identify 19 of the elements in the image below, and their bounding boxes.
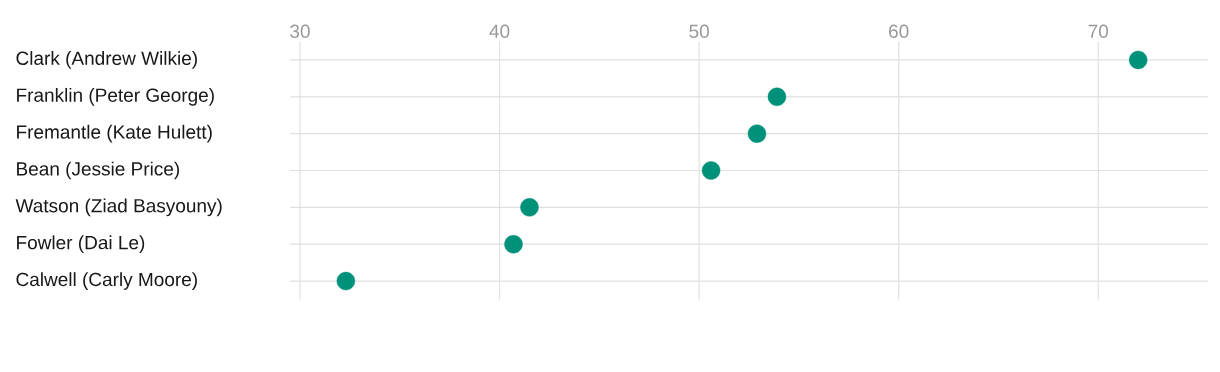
- x-tick-label: 40: [489, 24, 510, 38]
- point: [747, 124, 767, 143]
- y-tick-label: Clark (Andrew Wilkie): [16, 51, 197, 69]
- point: [1128, 50, 1148, 70]
- x-tick-label: 70: [1088, 24, 1109, 38]
- x-tick-label: 50: [689, 24, 709, 38]
- y-tick-label: Fowler (Dai Le): [17, 235, 145, 254]
- y-tick-label: Calwell (Carly Moore): [16, 272, 197, 290]
- point: [767, 87, 787, 106]
- y-tick-label: Watson (Ziad Basyouny): [15, 198, 222, 217]
- point: [701, 161, 721, 180]
- point: [520, 198, 539, 217]
- point: [336, 271, 356, 291]
- x-tick-label: 60: [889, 24, 909, 38]
- y-tick-label: Franklin (Peter George): [17, 87, 214, 106]
- x-tick-label: 30: [290, 24, 310, 38]
- y-tick-label: Bean (Jessie Price): [17, 161, 180, 180]
- point: [504, 235, 523, 254]
- y-tick-label: Fremantle (Kate Hulett): [17, 124, 212, 143]
